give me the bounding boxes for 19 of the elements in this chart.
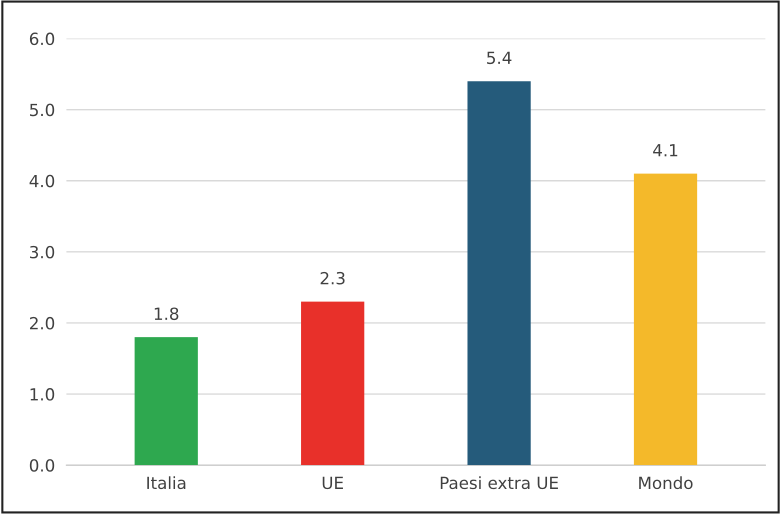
y-tick-label: 2.0 xyxy=(30,316,54,330)
x-tick-label: UE xyxy=(322,476,343,490)
y-tick-label: 5.0 xyxy=(30,104,54,116)
data-label: 5.4 xyxy=(487,52,512,64)
y-tick-label: 0.0 xyxy=(30,459,54,472)
x-tick-label: Mondo xyxy=(639,476,693,490)
y-tick-label: 1.0 xyxy=(30,388,54,401)
x-tick-label: Paesi extra UE xyxy=(440,476,558,490)
bar xyxy=(467,81,531,466)
bar xyxy=(634,174,698,466)
x-tick-label: Italia xyxy=(147,476,186,490)
y-tick-label: 3.0 xyxy=(30,246,54,258)
data-label: 2.3 xyxy=(320,272,345,285)
data-label: 1.8 xyxy=(154,307,178,320)
y-tick-label: 6.0 xyxy=(30,32,54,46)
y-tick-label: 4.0 xyxy=(30,174,54,188)
bar xyxy=(134,337,198,466)
bar xyxy=(301,302,364,466)
data-label: 4.1 xyxy=(653,144,678,156)
